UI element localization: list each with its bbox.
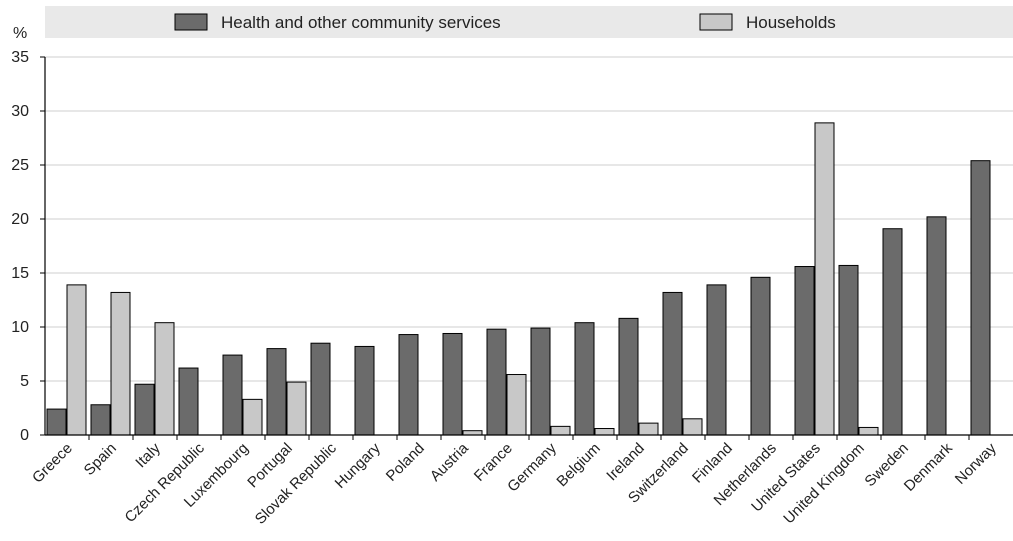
bar-italy-series-2 (154, 322, 175, 436)
bar-united-states-series-2 (814, 122, 835, 436)
legend: Health and other community services House… (174, 13, 836, 32)
bar-italy-series-1 (134, 383, 155, 436)
bar-germany-series-2 (550, 425, 571, 436)
x-tick-label-denmark: Denmark (901, 439, 956, 494)
bar-finland-series-1 (706, 284, 727, 436)
bar-hungary-series-1 (354, 345, 375, 436)
x-tick-label-hungary: Hungary (332, 439, 384, 491)
legend-swatch-series-1 (174, 13, 208, 31)
bar-greece-series-2 (66, 284, 87, 436)
bar-czech-republic-series-1 (178, 367, 199, 436)
y-tick-label-10: 10 (11, 319, 29, 336)
bar-spain-series-1 (90, 404, 111, 436)
bar-portugal-series-2 (286, 381, 307, 436)
bar-luxembourg-series-2 (242, 398, 263, 436)
y-tick-label-25: 25 (11, 157, 29, 174)
y-tick-label-30: 30 (11, 103, 29, 120)
x-tick-label-poland: Poland (383, 440, 428, 485)
y-tick-label-15: 15 (11, 265, 29, 282)
bar-sweden-series-1 (882, 228, 903, 436)
x-tick-label-slovak-republic: Slovak Republic (252, 439, 340, 527)
y-tick-label-5: 5 (20, 373, 29, 390)
bar-united-states-series-1 (794, 266, 815, 436)
x-tick-label-austria: Austria (427, 439, 472, 484)
bar-france-series-1 (486, 328, 507, 436)
bar-switzerland-series-2 (682, 418, 703, 436)
bars (46, 122, 991, 436)
bar-belgium-series-1 (574, 322, 595, 436)
y-axis-label: % (13, 25, 27, 42)
bar-portugal-series-1 (266, 348, 287, 436)
bar-france-series-2 (506, 374, 527, 436)
bar-austria-series-2 (462, 430, 483, 436)
bar-ireland-series-1 (618, 317, 639, 436)
bar-belgium-series-2 (594, 428, 615, 436)
x-tick-label-norway: Norway (952, 439, 1000, 487)
bar-austria-series-1 (442, 332, 463, 436)
bar-poland-series-1 (398, 334, 419, 436)
y-tick-labels: 0 5 10 15 20 25 30 35 (11, 49, 29, 444)
bar-netherlands-series-1 (750, 276, 771, 436)
legend-label-series-2: Households (746, 13, 836, 32)
bar-denmark-series-1 (926, 216, 947, 436)
x-tick-label-germany: Germany (504, 439, 560, 495)
bar-luxembourg-series-1 (222, 354, 243, 436)
x-tick-label-greece: Greece (29, 440, 76, 487)
bar-greece-series-1 (46, 408, 67, 436)
bar-united-kingdom-series-1 (838, 264, 859, 436)
legend-label-series-1: Health and other community services (221, 13, 501, 32)
x-tick-label-czech-republic: Czech Republic (122, 439, 209, 526)
y-tick-label-0: 0 (20, 427, 29, 444)
gridlines (45, 56, 1013, 382)
bar-spain-series-2 (110, 291, 131, 436)
bar-norway-series-1 (970, 160, 991, 436)
bar-slovak-republic-series-1 (310, 342, 331, 436)
legend-swatch-series-2 (699, 13, 733, 31)
x-tick-label-belgium: Belgium (553, 440, 603, 490)
x-tick-label-spain: Spain (81, 440, 120, 479)
y-tick-label-35: 35 (11, 49, 29, 66)
x-tick-label-united-kingdom: United Kingdom (780, 440, 867, 527)
y-tick-label-20: 20 (11, 211, 29, 228)
bar-united-kingdom-series-2 (858, 426, 879, 436)
x-tick-label-italy: Italy (132, 439, 164, 471)
bar-germany-series-1 (530, 327, 551, 436)
axes (40, 56, 1013, 440)
bar-ireland-series-2 (638, 422, 659, 436)
bar-switzerland-series-1 (662, 291, 683, 436)
